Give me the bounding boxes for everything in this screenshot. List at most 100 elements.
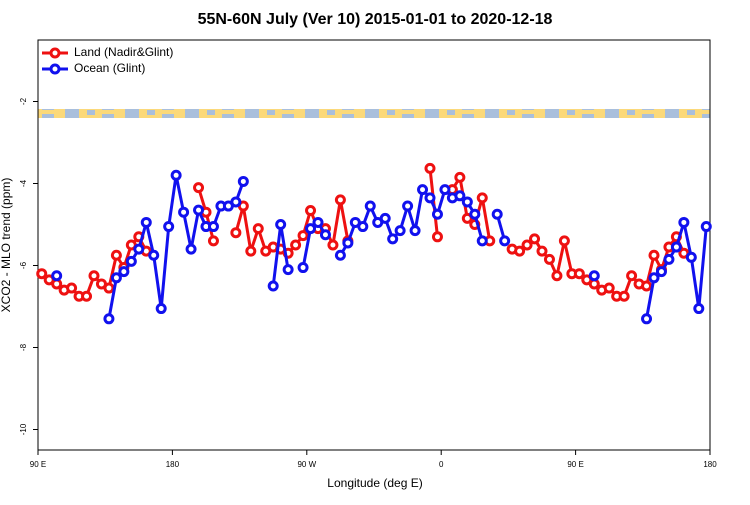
point <box>237 175 249 187</box>
point <box>626 270 638 282</box>
point <box>461 196 473 208</box>
point <box>207 221 219 233</box>
point <box>305 205 317 217</box>
point <box>81 290 93 302</box>
point <box>185 243 197 255</box>
point <box>409 225 421 237</box>
point <box>51 270 63 282</box>
legend: Land (Nadir&Glint) Ocean (Glint) <box>42 45 173 75</box>
point <box>529 233 541 245</box>
point <box>364 200 376 212</box>
point <box>118 266 130 278</box>
point <box>103 282 115 294</box>
legend-label: Ocean (Glint) <box>74 61 145 75</box>
point <box>148 249 160 261</box>
point <box>648 249 660 261</box>
point <box>439 184 451 196</box>
legend-marker <box>49 47 61 59</box>
point <box>170 169 182 181</box>
point <box>275 219 287 230</box>
point <box>670 241 682 253</box>
point <box>476 192 488 204</box>
point <box>663 253 675 265</box>
point <box>140 216 152 228</box>
point <box>424 162 436 174</box>
point <box>417 184 429 196</box>
point <box>297 262 309 274</box>
x-tick-label: 0 <box>439 460 444 469</box>
point <box>685 251 697 263</box>
point <box>110 272 122 284</box>
point <box>319 229 331 241</box>
y-axis-label: XCO2 - MLO trend (ppm) <box>0 178 13 313</box>
x-tick-label: 90 W <box>297 460 316 469</box>
point <box>476 235 488 247</box>
point <box>88 270 100 282</box>
point <box>178 206 190 218</box>
x-axis-label: Longitude (deg E) <box>327 476 422 490</box>
point <box>312 216 324 228</box>
x-tick-label: 90 E <box>30 460 46 469</box>
point <box>454 171 466 183</box>
plot-frame <box>37 39 711 451</box>
point <box>230 227 242 239</box>
point <box>431 208 443 220</box>
point <box>603 282 615 294</box>
point <box>588 270 600 282</box>
y-tick-label: -4 <box>19 179 28 187</box>
point <box>491 208 503 220</box>
point <box>163 221 175 233</box>
point <box>193 182 205 194</box>
point <box>342 237 354 249</box>
y-tick-label: -2 <box>19 97 28 105</box>
point <box>431 231 443 243</box>
point <box>297 230 309 242</box>
point <box>499 235 511 247</box>
chart-title: 55N-60N July (Ver 10) 2015-01-01 to 2020… <box>198 11 553 28</box>
point <box>125 255 137 267</box>
point <box>618 290 630 302</box>
point <box>693 303 705 315</box>
point <box>678 216 690 228</box>
point <box>558 235 570 247</box>
point <box>103 313 115 325</box>
point <box>290 239 302 251</box>
point <box>230 196 242 208</box>
point <box>334 194 346 206</box>
point <box>387 233 399 245</box>
point <box>454 190 466 202</box>
point <box>648 272 660 284</box>
point <box>573 268 585 280</box>
point <box>357 221 369 233</box>
point <box>36 268 48 280</box>
point <box>543 253 555 265</box>
land-sea-strip <box>38 109 710 118</box>
legend-label: Land (Nadir&Glint) <box>74 45 173 59</box>
point <box>327 239 339 251</box>
point <box>245 245 257 257</box>
point <box>536 245 548 257</box>
point <box>379 212 391 224</box>
legend-marker <box>49 63 61 75</box>
point <box>193 204 205 216</box>
point <box>207 235 219 247</box>
point <box>641 313 653 325</box>
point <box>551 270 563 282</box>
x-tick-label: 90 E <box>567 460 583 469</box>
y-tick-label: -10 <box>19 423 28 435</box>
point <box>252 223 264 235</box>
point <box>700 221 712 233</box>
point <box>655 266 667 278</box>
point <box>641 280 653 292</box>
x-tick-label: 180 <box>703 460 717 469</box>
y-tick-label: -6 <box>19 261 28 269</box>
point <box>110 249 122 261</box>
point <box>267 280 279 292</box>
point <box>66 282 78 294</box>
point <box>334 249 346 261</box>
point <box>155 303 167 315</box>
point <box>282 264 294 276</box>
point <box>394 225 406 237</box>
x-tick-label: 180 <box>166 460 180 469</box>
